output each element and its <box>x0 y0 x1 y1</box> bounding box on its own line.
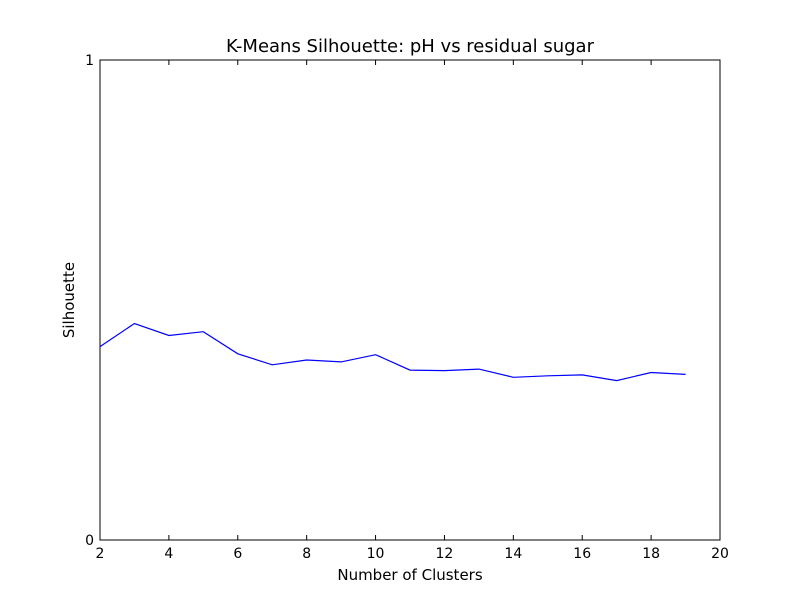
x-tick-label: 2 <box>96 546 105 562</box>
x-axis-ticks: 2 4 6 8 10 12 14 16 18 20 <box>96 60 729 562</box>
x-tick-label: 14 <box>504 546 522 562</box>
x-tick-label: 12 <box>436 546 454 562</box>
y-axis-label: Silhouette <box>60 262 78 338</box>
y-tick-label: 1 <box>85 53 94 69</box>
x-tick-label: 4 <box>164 546 173 562</box>
plot-frame <box>99 59 721 541</box>
series-line <box>99 322 686 382</box>
chart-title: K-Means Silhouette: pH vs residual sugar <box>226 36 595 57</box>
x-tick-label: 16 <box>573 546 591 562</box>
x-tick-label: 6 <box>233 546 242 562</box>
x-axis-label: Number of Clusters <box>337 566 482 584</box>
y-axis-ticks: 01 <box>85 53 720 549</box>
x-tick-label: 10 <box>367 546 385 562</box>
x-tick-label: 8 <box>302 546 311 562</box>
plot-area: 2 4 6 8 10 12 14 16 18 20 01 <box>85 53 729 562</box>
x-tick-label: 20 <box>711 546 729 562</box>
x-tick-label: 18 <box>642 546 660 562</box>
y-tick-label: 0 <box>85 533 94 549</box>
